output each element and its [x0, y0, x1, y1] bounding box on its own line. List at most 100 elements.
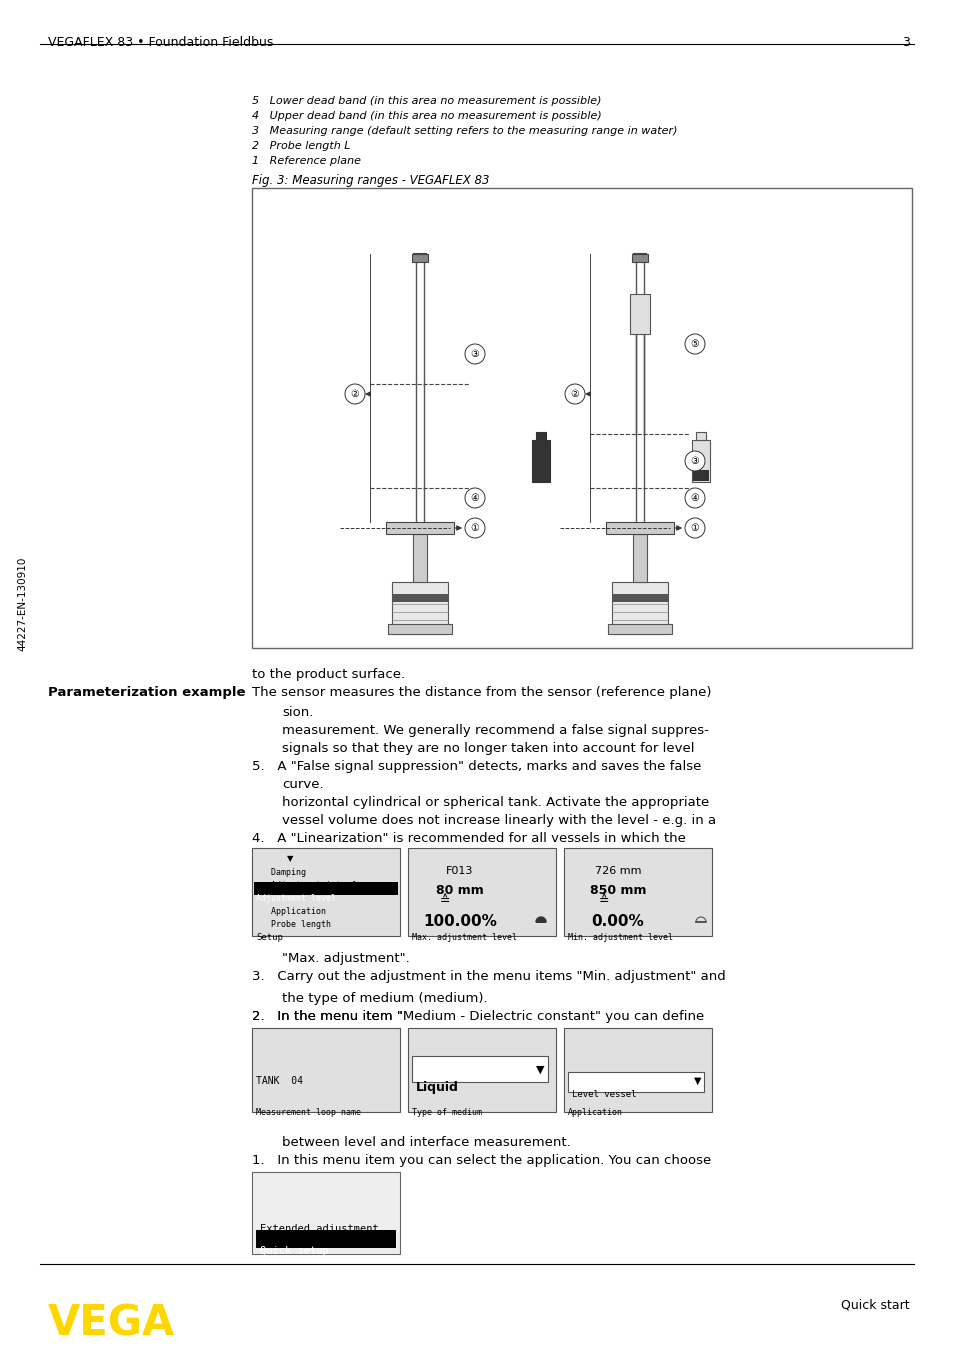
Text: Quick start: Quick start — [841, 1298, 909, 1311]
Circle shape — [684, 519, 704, 538]
Circle shape — [464, 344, 484, 364]
Polygon shape — [536, 917, 545, 922]
Polygon shape — [692, 470, 708, 481]
Text: measurement. We generally recommend a false signal suppres-: measurement. We generally recommend a fa… — [282, 724, 708, 737]
Text: VEGA: VEGA — [48, 1303, 175, 1345]
Bar — [252, 1028, 399, 1112]
Text: curve.: curve. — [282, 779, 323, 791]
Text: between level and interface measurement.: between level and interface measurement. — [282, 1136, 570, 1150]
Text: Application: Application — [567, 1108, 622, 1117]
Text: Level vessel: Level vessel — [572, 1090, 636, 1099]
Bar — [255, 1229, 395, 1248]
Text: 850 mm: 850 mm — [589, 884, 645, 896]
Text: signals so that they are no longer taken into account for level: signals so that they are no longer taken… — [282, 742, 694, 756]
Circle shape — [684, 487, 704, 508]
Circle shape — [564, 385, 584, 403]
Bar — [631, 255, 647, 263]
Text: Fig. 3: Measuring ranges - VEGAFLEX 83: Fig. 3: Measuring ranges - VEGAFLEX 83 — [252, 175, 489, 187]
Text: 726 mm: 726 mm — [594, 867, 640, 876]
Bar — [392, 582, 448, 634]
Bar — [253, 881, 397, 895]
Bar — [612, 582, 667, 634]
Text: ≙: ≙ — [598, 894, 609, 907]
Text: ⑤: ⑤ — [690, 338, 699, 349]
Bar — [612, 594, 667, 603]
Text: ①: ① — [470, 523, 478, 533]
Bar — [607, 624, 671, 634]
Text: 5   Lower dead band (in this area no measurement is possible): 5 Lower dead band (in this area no measu… — [252, 96, 601, 106]
Text: Application: Application — [255, 907, 326, 917]
Bar — [392, 594, 448, 603]
Text: "Max. adjustment".: "Max. adjustment". — [282, 952, 410, 965]
Text: 1.   In this menu item you can select the application. You can choose: 1. In this menu item you can select the … — [252, 1154, 711, 1167]
Text: ①: ① — [690, 523, 699, 533]
Circle shape — [464, 487, 484, 508]
Text: ④: ④ — [470, 493, 478, 502]
Circle shape — [464, 519, 484, 538]
Text: 0.00%: 0.00% — [591, 914, 643, 929]
Polygon shape — [696, 917, 705, 922]
Bar — [408, 1028, 556, 1112]
Text: Max. adjustment level: Max. adjustment level — [412, 933, 517, 942]
Text: horizontal cylindrical or spherical tank. Activate the appropriate: horizontal cylindrical or spherical tank… — [282, 796, 708, 808]
Bar — [563, 1028, 711, 1112]
Text: 4   Upper dead band (in this area no measurement is possible): 4 Upper dead band (in this area no measu… — [252, 111, 601, 121]
Text: 1   Reference plane: 1 Reference plane — [252, 156, 360, 167]
Text: Measurement loop name: Measurement loop name — [255, 1108, 360, 1117]
Text: 80 mm: 80 mm — [436, 884, 483, 896]
Text: Adjustment level: Adjustment level — [255, 894, 335, 903]
Text: Parameterization example: Parameterization example — [48, 686, 245, 699]
Text: to the product surface.: to the product surface. — [252, 668, 405, 681]
Text: ④: ④ — [690, 493, 699, 502]
Bar — [388, 624, 452, 634]
Text: Type of medium: Type of medium — [412, 1108, 481, 1117]
Text: Probe length: Probe length — [255, 919, 331, 929]
Text: ③: ③ — [470, 349, 478, 359]
Polygon shape — [532, 440, 550, 482]
Text: 4.   A "Linearization" is recommended for all vessels in which the: 4. A "Linearization" is recommended for … — [252, 831, 685, 845]
Bar — [386, 523, 454, 533]
Text: TANK  04: TANK 04 — [255, 1076, 303, 1086]
Text: 5.   A "False signal suppression" detects, marks and saves the false: 5. A "False signal suppression" detects,… — [252, 760, 700, 773]
Text: ▼: ▼ — [694, 1076, 701, 1086]
Text: 3   Measuring range (default setting refers to the measuring range in water): 3 Measuring range (default setting refer… — [252, 126, 677, 135]
Text: ▼: ▼ — [287, 854, 293, 862]
Text: sion.: sion. — [282, 705, 313, 719]
Bar — [413, 533, 427, 582]
Bar — [412, 255, 428, 263]
Bar — [412, 1056, 547, 1082]
Text: Extended adjustment: Extended adjustment — [260, 1224, 378, 1233]
Bar — [252, 188, 911, 649]
Text: 3: 3 — [902, 37, 909, 49]
Polygon shape — [691, 440, 709, 482]
Text: ②: ② — [351, 389, 359, 399]
Text: ②: ② — [570, 389, 578, 399]
Bar — [563, 848, 711, 936]
Circle shape — [684, 451, 704, 471]
Text: ▼: ▼ — [536, 1066, 543, 1075]
Text: F013: F013 — [446, 867, 474, 876]
Text: Min. adjustment level: Min. adjustment level — [567, 933, 672, 942]
Text: 2.   In the menu item "Medium - Dielectric constant" you can define: 2. In the menu item "Medium - Dielectric… — [252, 1010, 703, 1024]
Bar — [408, 848, 556, 936]
Circle shape — [684, 334, 704, 353]
Polygon shape — [696, 432, 705, 440]
Polygon shape — [536, 432, 545, 440]
Text: 100.00%: 100.00% — [422, 914, 497, 929]
Text: 2.   In the menu item ": 2. In the menu item " — [252, 1010, 402, 1024]
Text: 2   Probe length L: 2 Probe length L — [252, 141, 350, 152]
Text: Liquid: Liquid — [416, 1080, 458, 1094]
Text: the type of medium (medium).: the type of medium (medium). — [282, 992, 487, 1005]
Text: ≙: ≙ — [439, 894, 450, 907]
Text: Quick setup: Quick setup — [260, 1246, 329, 1257]
Text: ③: ③ — [690, 456, 699, 466]
Text: 3.   Carry out the adjustment in the menu items "Min. adjustment" and: 3. Carry out the adjustment in the menu … — [252, 969, 725, 983]
Bar — [629, 294, 649, 334]
Text: Adjustment interface: Adjustment interface — [255, 881, 371, 890]
Text: Damping: Damping — [255, 868, 306, 877]
Bar — [252, 1173, 399, 1254]
Text: Setup: Setup — [255, 933, 283, 942]
Bar — [567, 1072, 703, 1091]
Bar — [605, 523, 673, 533]
Bar — [252, 848, 399, 936]
